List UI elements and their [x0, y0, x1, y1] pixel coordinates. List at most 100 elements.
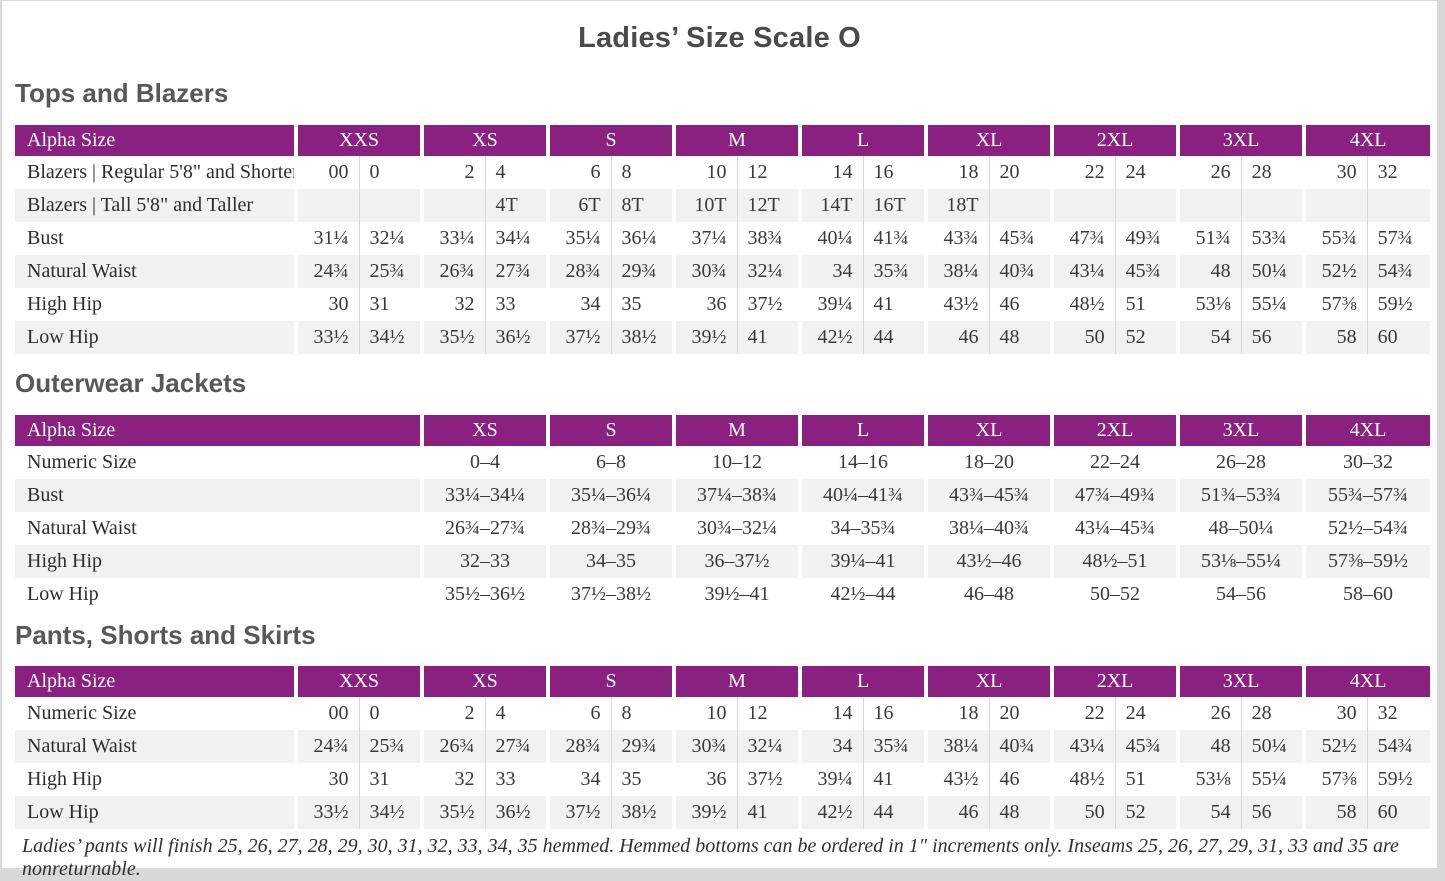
- size-group-header: L: [798, 666, 927, 697]
- cell-value: 40¾: [988, 255, 1053, 288]
- table-row: High Hip 30 31 32 33 34 35 36 37½ 39¼ 41 43½ 46 48½ 51…: [15, 288, 1431, 321]
- row-label: Natural Waist: [27, 735, 137, 757]
- table-row: Low Hip 33½ 34½ 35½ 36½ 37½ 38½ 39½ 41 42½ 44 46 48 5…: [15, 321, 1431, 354]
- size-group-header: 2XL: [1050, 666, 1179, 697]
- size-group-header: 2XL: [1050, 415, 1178, 446]
- cell-value: 16: [862, 156, 927, 189]
- cell-value: 38½: [610, 796, 675, 829]
- cell-value: 36: [672, 288, 738, 321]
- cell-value: 32–33: [420, 545, 548, 578]
- table-row: Blazers | Tall 5'8" and Taller 4T 6T 8T 10T 1…: [15, 189, 1431, 222]
- size-group-header: S: [546, 666, 675, 697]
- row-label: Numeric Size: [27, 702, 137, 724]
- cell-value: 26¾: [420, 730, 486, 763]
- cell-value: [1050, 189, 1116, 222]
- cell-value: 32¼: [358, 222, 423, 255]
- alpha-size-header: Alpha Size: [15, 666, 296, 697]
- cell-value: 37½: [546, 321, 612, 354]
- cell-value: 34: [546, 763, 612, 796]
- cell-value: 38½: [610, 321, 675, 354]
- cell-value: 32: [420, 288, 486, 321]
- cell-value: [1114, 189, 1179, 222]
- cell-value: 50¼: [1240, 730, 1305, 763]
- row-label: Low Hip: [27, 801, 99, 823]
- cell-value: 4T: [484, 189, 549, 222]
- cell-value: 43½–46: [924, 545, 1052, 578]
- cell-value: 12: [736, 697, 801, 730]
- cell-value: 46: [924, 321, 990, 354]
- cell-value: 8T: [610, 189, 675, 222]
- cell-value: 43¼: [1050, 255, 1116, 288]
- row-label: Blazers | Regular 5'8" and Shorter: [27, 161, 296, 183]
- cell-value: 42½–44: [798, 578, 926, 611]
- size-group-header: XS: [420, 125, 549, 156]
- cell-value: 50–52: [1050, 578, 1178, 611]
- cell-value: 55¾–57¾: [1302, 479, 1430, 512]
- cell-value: 10: [672, 156, 738, 189]
- cell-value: 6: [546, 156, 612, 189]
- cell-value: 52: [1114, 321, 1179, 354]
- cell-value: 39½: [672, 796, 738, 829]
- cell-value: 58: [1302, 321, 1368, 354]
- cell-value: 56: [1240, 796, 1305, 829]
- cell-value: 34: [798, 730, 864, 763]
- cell-value: 25¾: [358, 255, 423, 288]
- cell-value: 22–24: [1050, 446, 1178, 479]
- cell-value: 26¾–27¾: [420, 512, 548, 545]
- cell-value: 34–35: [546, 545, 674, 578]
- cell-value: 29¾: [610, 255, 675, 288]
- cell-value: 10–12: [672, 446, 800, 479]
- size-table: Alpha Size XXS XS S M L XL 2XL 3XL 4XL Numeric Siz…: [15, 666, 1431, 829]
- cell-value: 53⅛: [1176, 763, 1242, 796]
- cell-value: 48: [1176, 730, 1242, 763]
- cell-value: 32: [420, 763, 486, 796]
- table-row: Low Hip 35½–36½ 37½–38½ 39½–41 42½–44 46–48 50…: [15, 578, 1430, 611]
- cell-value: 00: [294, 697, 359, 730]
- cell-value: 53¾: [1240, 222, 1305, 255]
- cell-value: 8: [610, 156, 675, 189]
- cell-value: 26¾: [420, 255, 486, 288]
- cell-value: 30: [1302, 156, 1368, 189]
- table-row: Numeric Size 00 0 2 4 6 8 10 12 14 16 18 20 22 24 26 28 3…: [15, 697, 1431, 730]
- cell-value: 57⅜–59½: [1302, 545, 1430, 578]
- size-group-header: XL: [924, 415, 1052, 446]
- row-label: Natural Waist: [27, 260, 137, 282]
- cell-value: 54¾: [1366, 730, 1431, 763]
- cell-value: 37½: [736, 763, 801, 796]
- cell-value: 41: [736, 796, 801, 829]
- cell-value: 35¾: [862, 730, 927, 763]
- cell-value: 35¼: [546, 222, 612, 255]
- cell-value: 36½: [484, 321, 549, 354]
- table-row: Blazers | Regular 5'8" and Shorter 00 0 2 4 6…: [15, 156, 1431, 189]
- cell-value: 55¾: [1302, 222, 1368, 255]
- row-label: Natural Waist: [27, 517, 137, 539]
- size-group-header: 3XL: [1176, 666, 1305, 697]
- cell-value: 45¾: [1114, 730, 1179, 763]
- cell-value: 35: [610, 763, 675, 796]
- cell-value: 52½: [1302, 255, 1368, 288]
- cell-value: 0–4: [420, 446, 548, 479]
- cell-value: 50: [1050, 796, 1116, 829]
- cell-value: 41: [862, 288, 927, 321]
- cell-value: 32¼: [736, 255, 801, 288]
- cell-value: 51: [1114, 288, 1179, 321]
- cell-value: 53⅛: [1176, 288, 1242, 321]
- cell-value: 33: [484, 763, 549, 796]
- row-label: Numeric Size: [27, 451, 137, 473]
- row-label: High Hip: [27, 768, 102, 790]
- cell-value: 41: [862, 763, 927, 796]
- section-title-outerwear-jackets: Outerwear Jackets: [15, 368, 247, 398]
- cell-value: 31¼: [294, 222, 359, 255]
- table-row: Bust 33¼–34¼ 35¼–36¼ 37¼–38¾ 40¼–41¾ 43¾–45¾ 4…: [15, 479, 1430, 512]
- cell-value: 34½: [358, 321, 423, 354]
- cell-value: 52½: [1302, 730, 1368, 763]
- table-row: Natural Waist 24¾ 25¾ 26¾ 27¾ 28¾ 29¾ 30¾ 32¼ 34 3…: [15, 255, 1431, 288]
- cell-value: 34¼: [484, 222, 549, 255]
- cell-value: 40¼–41¾: [798, 479, 926, 512]
- cell-value: 34: [798, 255, 864, 288]
- table-row: Natural Waist 26¾–27¾ 28¾–29¾ 30¾–32¼ 34–35¾…: [15, 512, 1430, 545]
- cell-value: 45¾: [1114, 255, 1179, 288]
- cell-value: 24: [1114, 697, 1179, 730]
- cell-value: 35¾: [862, 255, 927, 288]
